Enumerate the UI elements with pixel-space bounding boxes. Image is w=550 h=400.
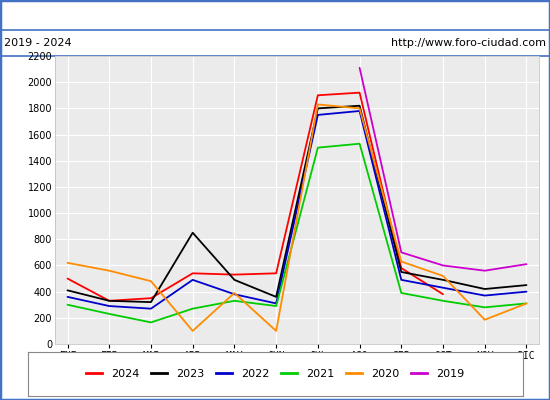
Text: Evolucion Nº Turistas Nacionales en el municipio de Sabero: Evolucion Nº Turistas Nacionales en el m… bbox=[78, 8, 472, 22]
Text: http://www.foro-ciudad.com: http://www.foro-ciudad.com bbox=[390, 38, 546, 48]
Text: 2019 - 2024: 2019 - 2024 bbox=[4, 38, 72, 48]
Legend: 2024, 2023, 2022, 2021, 2020, 2019: 2024, 2023, 2022, 2021, 2020, 2019 bbox=[81, 364, 469, 384]
